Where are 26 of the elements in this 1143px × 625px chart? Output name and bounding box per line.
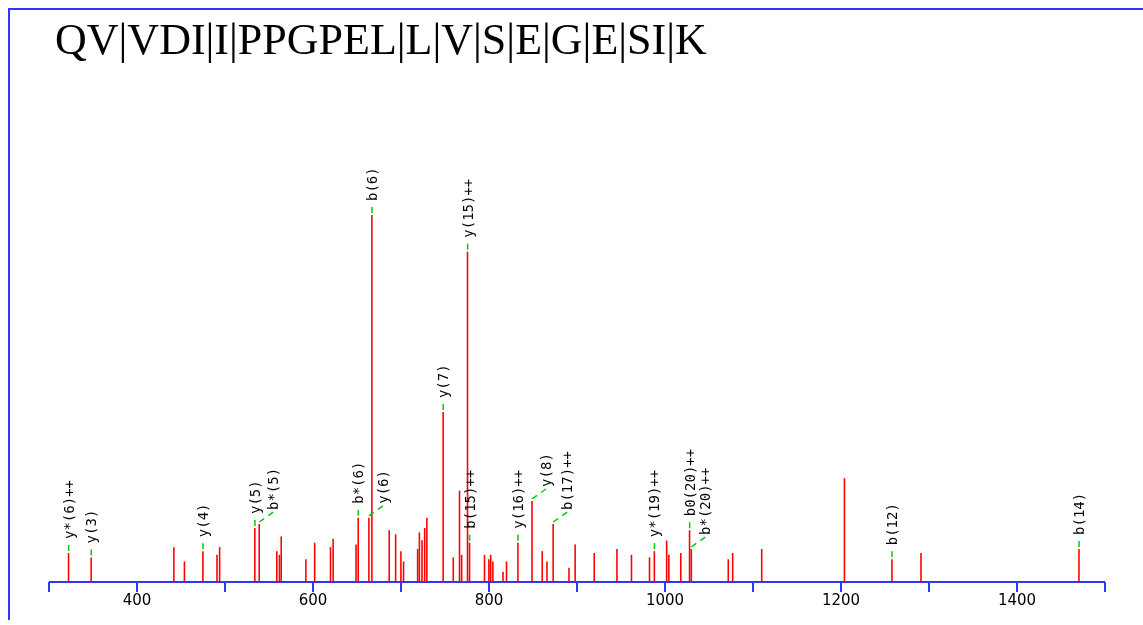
annotation: y(4) [195, 503, 211, 538]
annotation: y*(19)++ [646, 469, 663, 538]
x-tick-label: 1000 [645, 590, 685, 609]
x-tick-label: 800 [474, 590, 504, 609]
annotation: b0(20)++ [681, 448, 698, 517]
x-tick-label: 400 [122, 590, 152, 609]
annotation: y(8) [538, 453, 555, 487]
annotation: y(7) [435, 364, 452, 399]
annotation: y(16)++ [510, 469, 527, 529]
x-tick-label: 1400 [997, 590, 1037, 609]
annotation: y*(6)++ [60, 479, 77, 540]
chart-title: QV|VDI|I|PPGPEL|L|V|S|E|G|E|SI|K [55, 14, 707, 65]
annotation: b(12) [884, 503, 901, 546]
annotation: y(6) [374, 470, 391, 504]
annotation: b(14) [1071, 492, 1088, 535]
annotation: b(17)++ [559, 451, 576, 511]
x-tick-label: 600 [298, 590, 328, 609]
annotation: b*(5) [265, 467, 282, 511]
annotation: b*(20)++ [697, 467, 714, 535]
annotation: b(15)++ [461, 469, 478, 529]
annotation: y(5) [246, 480, 263, 515]
annotation: b(6) [363, 167, 380, 201]
annotation: y(3) [83, 509, 100, 544]
annotation: y(15)++ [459, 178, 476, 238]
x-tick-label: 1200 [821, 590, 861, 609]
annotation: b*(6) [350, 461, 367, 504]
